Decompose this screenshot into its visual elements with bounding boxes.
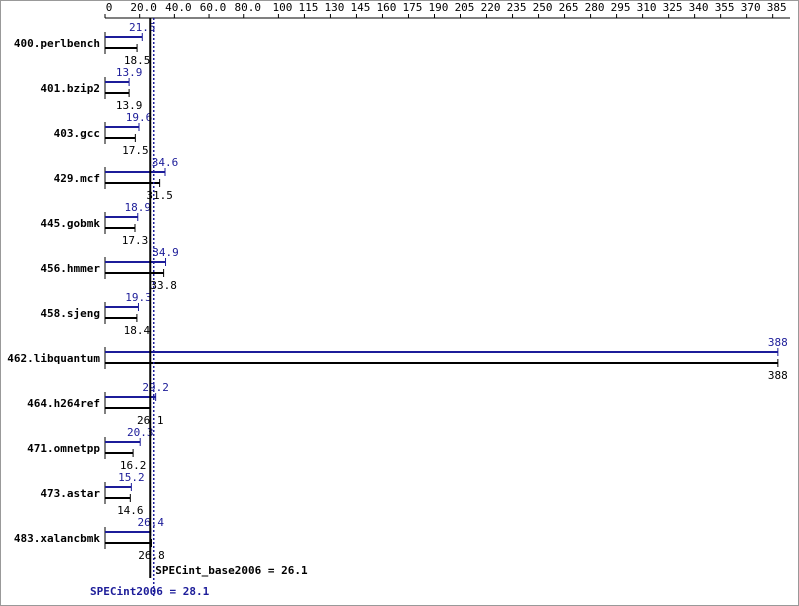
value-label: 21.5 xyxy=(129,21,156,34)
value-label: 33.8 xyxy=(150,279,177,292)
x-tick-label: 310 xyxy=(637,1,657,14)
category-label: 471.omnetpp xyxy=(27,442,100,455)
x-tick-label: 145 xyxy=(351,1,371,14)
value-label: 19.3 xyxy=(125,291,152,304)
x-tick-label: 40.0 xyxy=(165,1,192,14)
summary-label: SPECint2006 = 28.1 xyxy=(90,585,210,598)
x-tick-label: 0 xyxy=(106,1,113,14)
value-label: 14.6 xyxy=(117,504,144,517)
category-label: 445.gobmk xyxy=(40,217,100,230)
x-tick-label: 235 xyxy=(507,1,527,14)
value-label: 20.3 xyxy=(127,426,154,439)
value-label: 388 xyxy=(768,336,788,349)
value-label: 34.6 xyxy=(152,156,179,169)
x-tick-label: 205 xyxy=(455,1,475,14)
category-label: 458.sjeng xyxy=(40,307,100,320)
value-label: 17.5 xyxy=(122,144,149,157)
category-label: 401.bzip2 xyxy=(40,82,100,95)
x-tick-label: 295 xyxy=(611,1,631,14)
category-label: 403.gcc xyxy=(54,127,100,140)
value-label: 13.9 xyxy=(116,99,143,112)
value-label: 15.2 xyxy=(118,471,145,484)
x-tick-label: 130 xyxy=(325,1,345,14)
category-label: 473.astar xyxy=(40,487,100,500)
category-label: 456.hmmer xyxy=(40,262,100,275)
value-label: 17.3 xyxy=(122,234,149,247)
x-tick-label: 115 xyxy=(298,1,318,14)
x-tick-label: 175 xyxy=(403,1,423,14)
x-tick-label: 385 xyxy=(767,1,787,14)
value-label: 26.8 xyxy=(138,549,165,562)
x-tick-label: 80.0 xyxy=(234,1,261,14)
summary-label: SPECint_base2006 = 26.1 xyxy=(155,564,308,577)
x-tick-label: 160 xyxy=(377,1,397,14)
category-label: 462.libquantum xyxy=(7,352,100,365)
x-tick-label: 265 xyxy=(559,1,579,14)
x-tick-label: 20.0 xyxy=(130,1,157,14)
x-tick-label: 190 xyxy=(429,1,449,14)
category-label: 400.perlbench xyxy=(14,37,100,50)
value-label: 16.2 xyxy=(120,459,147,472)
x-tick-label: 325 xyxy=(663,1,683,14)
x-tick-label: 220 xyxy=(481,1,501,14)
value-label: 19.6 xyxy=(126,111,153,124)
value-label: 29.2 xyxy=(142,381,169,394)
value-label: 18.4 xyxy=(124,324,151,337)
x-tick-label: 340 xyxy=(689,1,709,14)
x-tick-label: 355 xyxy=(715,1,735,14)
value-label: 18.5 xyxy=(124,54,151,67)
value-label: 388 xyxy=(768,369,788,382)
category-label: 429.mcf xyxy=(54,172,100,185)
x-tick-label: 280 xyxy=(585,1,605,14)
category-label: 464.h264ref xyxy=(27,397,100,410)
x-tick-label: 100 xyxy=(272,1,292,14)
value-label: 13.9 xyxy=(116,66,143,79)
value-label: 18.9 xyxy=(125,201,152,214)
x-tick-label: 60.0 xyxy=(200,1,227,14)
category-label: 483.xalancbmk xyxy=(14,532,100,545)
x-tick-label: 370 xyxy=(741,1,761,14)
value-label: 34.9 xyxy=(152,246,179,259)
x-tick-label: 250 xyxy=(533,1,553,14)
